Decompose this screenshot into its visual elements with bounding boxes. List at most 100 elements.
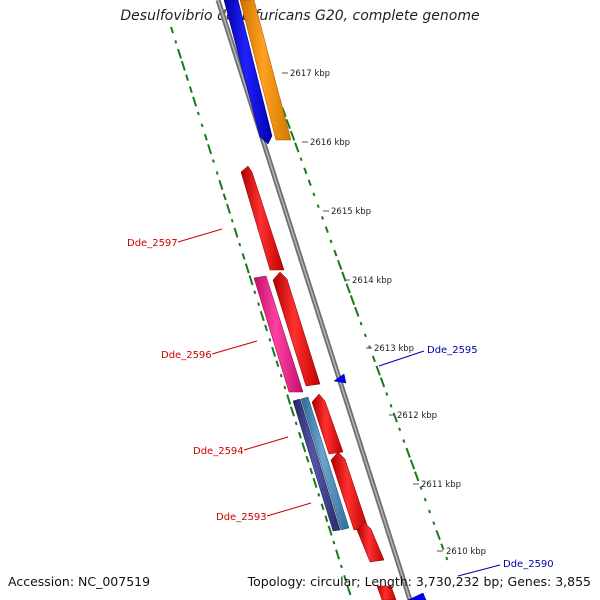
- gene-features: [223, 0, 427, 600]
- gc-dash: [188, 86, 193, 93]
- gc-dash: [335, 549, 341, 560]
- gc-dash: [241, 253, 246, 260]
- gc-dash: [301, 442, 307, 453]
- gc-dash: [339, 564, 343, 569]
- gene-label-dde-2596[interactable]: Dde_2596: [161, 350, 212, 361]
- gene-steel-forward[interactable]: [300, 396, 350, 531]
- gc-dash: [440, 543, 445, 551]
- gc-dash: [392, 412, 398, 423]
- gc-dash: [174, 40, 178, 44]
- gc-dash: [379, 377, 386, 388]
- gc-dash: [332, 540, 336, 545]
- gene-label-dde-2597[interactable]: Dde_2597: [127, 238, 178, 249]
- gc-dash: [345, 283, 351, 294]
- gc-dash: [285, 118, 291, 129]
- gc-dash: [320, 503, 325, 511]
- tick-label-2615: 2615 kbp: [331, 207, 371, 217]
- gc-dash: [349, 295, 356, 306]
- gc-dash: [359, 321, 363, 326]
- gc-dash: [329, 239, 333, 244]
- gene-dde-2590[interactable]: [407, 592, 427, 600]
- gene-dde-2596[interactable]: [253, 275, 304, 393]
- gc-dash: [312, 192, 316, 197]
- gc-dash: [283, 385, 287, 390]
- tick-label-2610: 2610 kbp: [446, 547, 486, 557]
- accession-text: Accession: NC_007519: [8, 574, 151, 589]
- gene-label-dde-2595[interactable]: Dde_2595: [427, 345, 478, 356]
- gc-dash: [343, 575, 348, 582]
- gc-dash: [414, 471, 420, 482]
- gc-dash: [299, 157, 303, 162]
- gene-red-forward-1[interactable]: [272, 271, 321, 387]
- gc-dash: [286, 394, 292, 405]
- gc-dash: [363, 333, 367, 338]
- gc-dash: [200, 123, 204, 128]
- gc-dash: [324, 515, 329, 523]
- gc-dash: [259, 310, 265, 322]
- gc-dash: [207, 144, 213, 155]
- gc-dash: [294, 142, 300, 153]
- gc-dash: [275, 360, 280, 368]
- gc-dash: [336, 259, 343, 270]
- gc-dash: [294, 421, 298, 426]
- gc-dash: [257, 302, 261, 307]
- gene-label-dde-2594[interactable]: Dde_2594: [193, 446, 244, 457]
- tick-label-2612: 2612 kbp: [397, 411, 437, 421]
- gc-dash: [196, 111, 200, 116]
- scale-ticks: 2617 kbp 2616 kbp 2615 kbp 2614 kbp 2613…: [282, 69, 486, 557]
- gc-dash: [324, 226, 329, 233]
- gc-dash: [346, 585, 352, 596]
- gc-dash: [230, 218, 234, 223]
- tick-label-2617: 2617 kbp: [290, 69, 330, 79]
- gene-label-dde-2593[interactable]: Dde_2593: [216, 512, 267, 523]
- gene-dde-2594[interactable]: [292, 398, 341, 532]
- gc-dash: [405, 447, 411, 458]
- gc-dash: [312, 477, 318, 489]
- gc-dash: [428, 509, 432, 514]
- gc-dash: [271, 346, 277, 357]
- gc-dash: [289, 130, 296, 141]
- gc-dash: [226, 203, 231, 214]
- genome-backbone-highlight: [217, 0, 411, 600]
- gene-orange-top[interactable]: [239, 0, 292, 141]
- gc-dash: [218, 179, 224, 191]
- gc-dash: [177, 48, 182, 59]
- gc-dash: [309, 467, 314, 475]
- gene-blue-small[interactable]: [333, 373, 347, 384]
- gc-dash: [305, 455, 310, 463]
- gc-dash: [389, 403, 393, 408]
- gc-dash: [327, 525, 333, 536]
- gc-dash: [303, 167, 308, 175]
- gc-dash: [307, 179, 312, 187]
- gc-dash: [419, 486, 423, 490]
- gene-red-forward-3[interactable]: [330, 451, 369, 531]
- tick-label-2616: 2616 kbp: [310, 138, 350, 148]
- gc-dash: [215, 171, 219, 175]
- gc-dash: [333, 249, 338, 257]
- gene-red-bottom[interactable]: [376, 585, 397, 600]
- gc-dash: [185, 74, 189, 81]
- gc-dash: [423, 497, 427, 502]
- gc-dash: [238, 242, 242, 247]
- gc-dash: [398, 427, 402, 432]
- gene-red-forward-2[interactable]: [311, 393, 344, 455]
- gc-dash: [317, 492, 321, 497]
- gc-dash: [170, 26, 174, 34]
- gc-dash: [371, 355, 376, 363]
- gene-label-dde-2590[interactable]: Dde_2590: [503, 559, 554, 570]
- tick-label-2613: 2613 kbp: [374, 344, 414, 354]
- gene-blue-top[interactable]: [223, 0, 273, 145]
- gc-dash: [264, 324, 269, 332]
- topology-summary: Topology: circular; Length: 3,730,232 bp…: [247, 574, 591, 589]
- gc-dash: [222, 193, 227, 201]
- gc-dash: [298, 431, 302, 439]
- map-title: Desulfovibrio desulfuricans G20, complet…: [120, 8, 480, 24]
- gc-dash: [375, 365, 381, 376]
- gene-dde-2597[interactable]: [240, 165, 285, 271]
- gc-dash: [445, 556, 449, 561]
- gc-dash: [435, 529, 441, 541]
- gene-red-forward-4[interactable]: [356, 521, 385, 563]
- gc-dash: [192, 96, 198, 107]
- gc-dash: [409, 459, 416, 470]
